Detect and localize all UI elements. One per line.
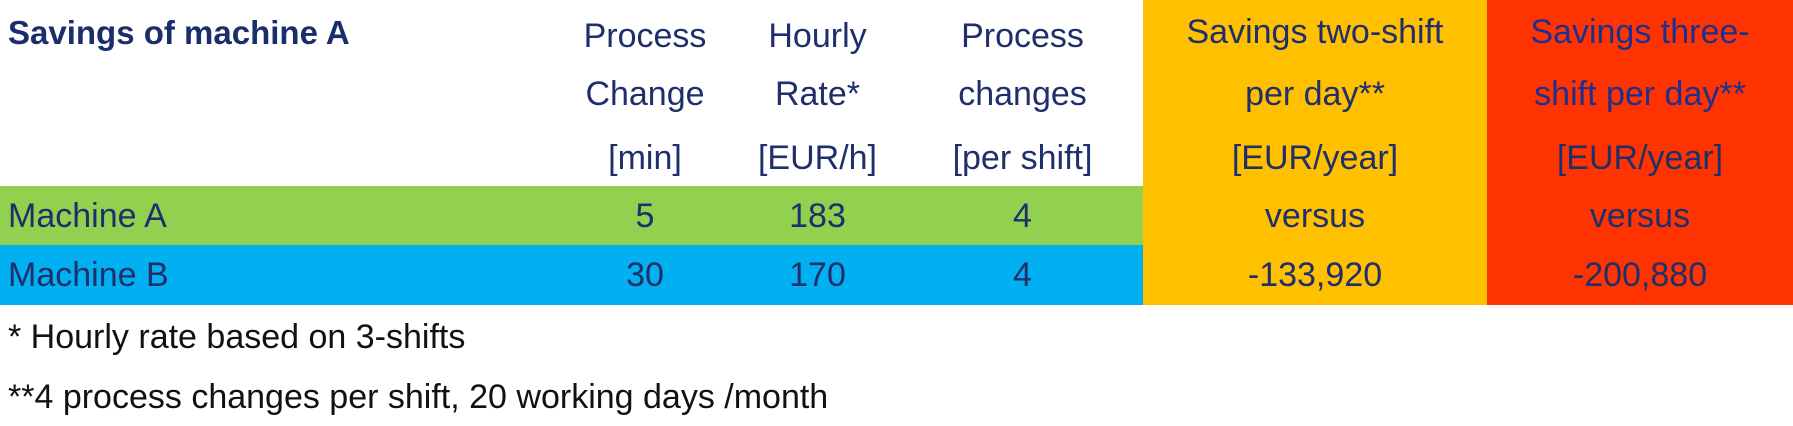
row-machine-b-process-change: 30 bbox=[626, 256, 664, 294]
row-machine-a-name: Machine A bbox=[8, 196, 167, 235]
header-hourly-rate-line-1: Hourly bbox=[768, 17, 867, 55]
header-process-change-line-2: Change bbox=[585, 75, 705, 113]
header-process-change-line-3: [min] bbox=[608, 139, 682, 177]
row-machine-b-savings-two-shift: -133,920 bbox=[1247, 256, 1383, 294]
header-process-changes-line-3: [per shift] bbox=[952, 139, 1093, 177]
header-savings-two-shift-line-1: Savings two-shift bbox=[1186, 13, 1444, 51]
header-savings-three-shift-line-3: [EUR/year] bbox=[1556, 139, 1724, 177]
footnote-process-changes: **4 process changes per shift, 20 workin… bbox=[8, 378, 829, 416]
header-savings-three-shift-line-1: Savings three- bbox=[1530, 13, 1750, 51]
header-hourly-rate-line-2: Rate* bbox=[774, 75, 861, 113]
row-machine-b-process-changes: 4 bbox=[1013, 256, 1032, 294]
row-machine-a-process-changes: 4 bbox=[1013, 196, 1032, 235]
footnote-hourly-rate: * Hourly rate based on 3-shifts bbox=[8, 318, 466, 356]
header-savings-two-shift-line-3: [EUR/year] bbox=[1231, 139, 1399, 177]
row-machine-b-hourly-rate: 170 bbox=[789, 256, 846, 294]
two-shift-column-background bbox=[1143, 0, 1487, 305]
row-machine-b-name: Machine B bbox=[8, 256, 169, 294]
header-process-change-line-1: Process bbox=[583, 17, 707, 55]
machine-b-row-background bbox=[0, 245, 1143, 305]
header-process-changes-line-1: Process bbox=[961, 17, 1084, 55]
header-process-changes-line-2: changes bbox=[958, 75, 1087, 113]
header-savings-two-shift-line-2: per day** bbox=[1245, 75, 1385, 113]
row-machine-a-hourly-rate: 183 bbox=[789, 196, 846, 235]
table-title: Savings of machine A bbox=[8, 13, 350, 51]
header-savings-three-shift-line-2: shift per day** bbox=[1534, 75, 1746, 113]
row-machine-a-process-change: 5 bbox=[635, 196, 655, 235]
machine-a-row-background bbox=[0, 186, 1143, 245]
row-machine-b-savings-three-shift: -200,880 bbox=[1572, 256, 1708, 294]
three-shift-column-background bbox=[1487, 0, 1793, 305]
row-machine-a-savings-two-shift: versus bbox=[1264, 196, 1366, 235]
header-hourly-rate-line-3: [EUR/h] bbox=[757, 139, 878, 177]
row-machine-a-savings-three-shift: versus bbox=[1589, 196, 1691, 235]
